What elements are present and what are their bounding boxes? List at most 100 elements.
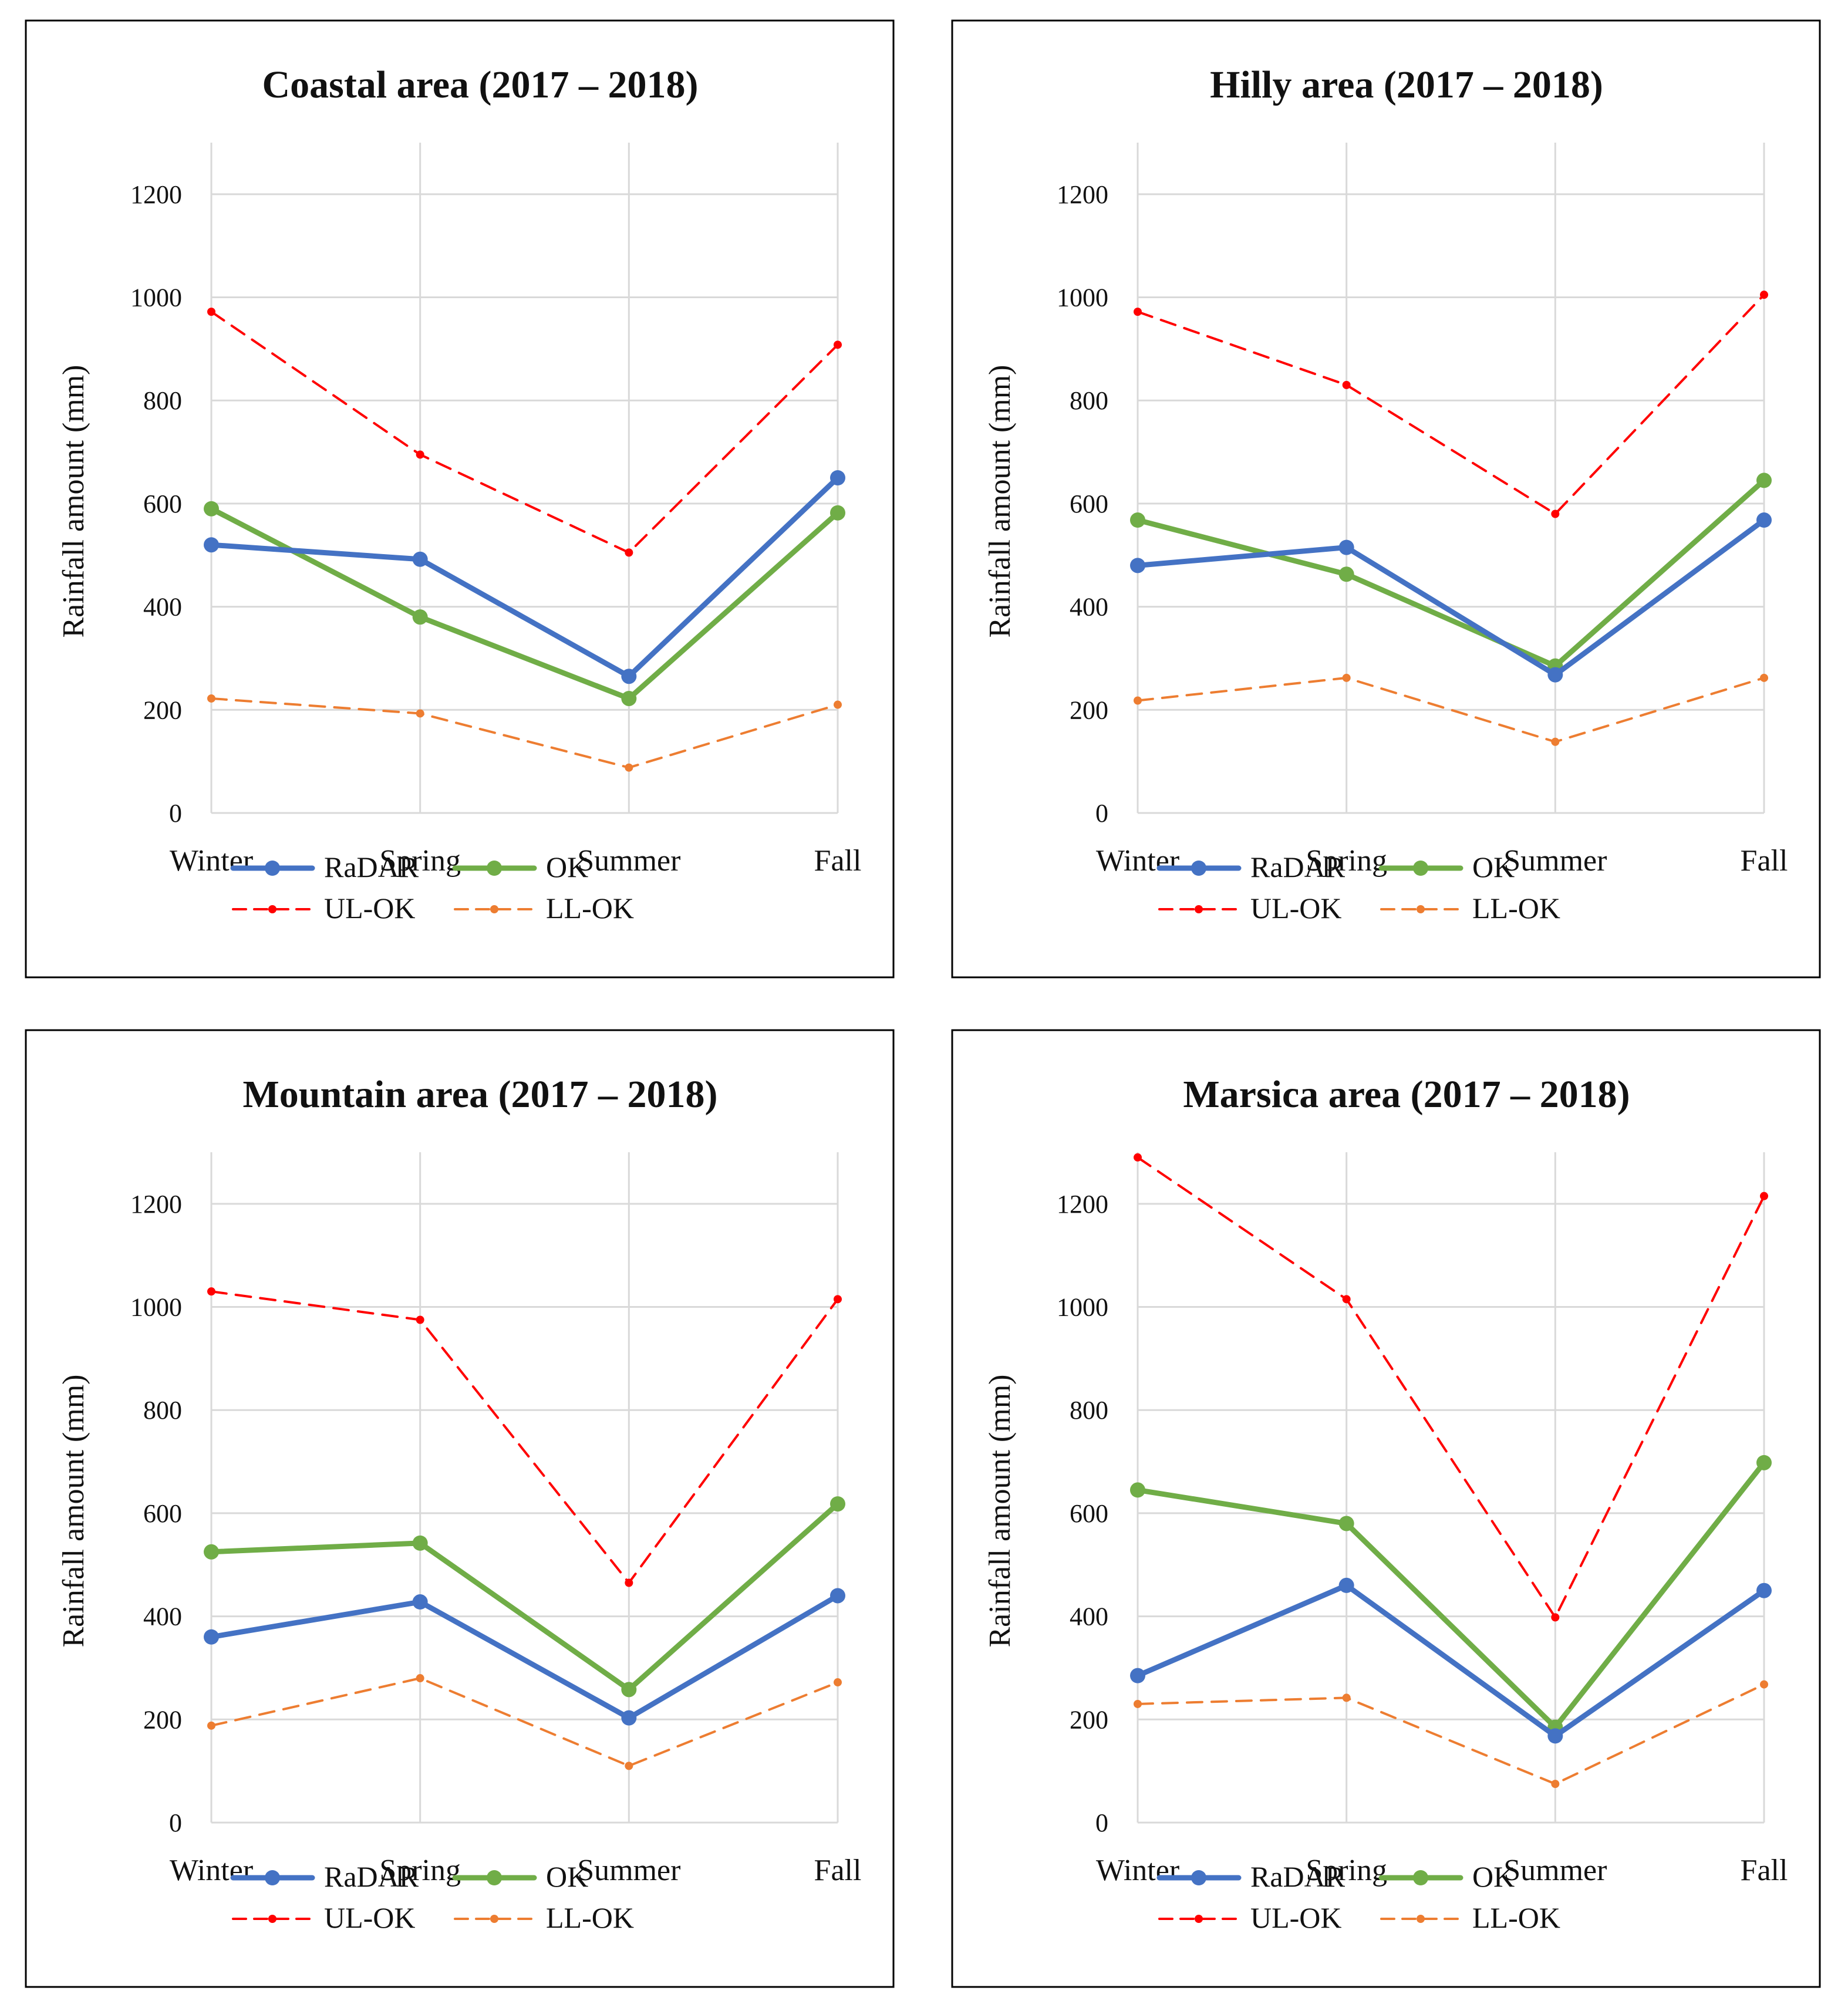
data-point-ok-spring [412, 1535, 428, 1551]
legend-label-ok: OK [1472, 1860, 1515, 1893]
legend-item-ok: OK [1378, 1860, 1515, 1893]
legend-label-ul-ok: UL-OK [1250, 1901, 1342, 1934]
data-point-radar-summer [1547, 667, 1563, 683]
data-point-radar-winter [204, 1629, 219, 1645]
chart-title: Marsica area (2017 – 2018) [1183, 1073, 1630, 1116]
data-point-ll-ok-spring [1342, 1693, 1351, 1702]
data-point-ul-ok-fall [834, 340, 842, 349]
x-tick-label-spring: Spring [379, 844, 461, 878]
legend-item-radar: RaDAR [1156, 1860, 1345, 1893]
legend-label-ul-ok: UL-OK [324, 1901, 416, 1934]
series-radar [1130, 1577, 1772, 1744]
legend-marker-ul-ok [268, 905, 276, 913]
legend-label-ll-ok: LL-OK [546, 892, 634, 924]
legend-item-ok: OK [452, 851, 588, 883]
y-axis-label: Rainfall amount (mm) [983, 365, 1017, 637]
x-tick-label-winter: Winter [170, 1854, 253, 1887]
data-point-ll-ok-summer [625, 1762, 633, 1770]
y-axis-label: Rainfall amount (mm) [57, 1374, 90, 1647]
legend-marker-ll-ok [490, 1915, 498, 1923]
series-line-radar [208, 1592, 841, 1721]
legend-label-ul-ok: UL-OK [1250, 892, 1342, 924]
series-line-ll-ok [210, 1677, 839, 1767]
legend-item-ll-ok: LL-OK [454, 1901, 634, 1934]
data-point-ok-spring [1338, 566, 1354, 582]
data-point-radar-spring [412, 1594, 428, 1610]
series-line-ul-ok [1137, 293, 1765, 515]
y-tick-label: 400 [1070, 593, 1108, 622]
series-radar [204, 470, 845, 684]
data-point-ll-ok-summer [1551, 1780, 1560, 1789]
y-tick-label: 0 [169, 799, 182, 828]
chart-marsica: Marsica area (2017 – 2018) 0 200 400 600 800 1… [951, 1029, 1821, 1988]
y-axis-label: Rainfall amount (mm) [983, 1374, 1017, 1647]
y-tick-label: 1200 [1057, 180, 1108, 209]
x-tick-label-summer: Summer [1503, 844, 1607, 878]
data-point-ul-ok-winter [1134, 308, 1142, 316]
legend-label-ul-ok: UL-OK [324, 892, 416, 924]
legend-marker-ul-ok [1195, 905, 1203, 913]
legend-item-ul-ok: UL-OK [1158, 892, 1342, 924]
data-point-ok-winter [204, 501, 219, 517]
series-line-ll-ok [1137, 676, 1765, 743]
series-radar [204, 1588, 845, 1726]
y-tick-label: 200 [143, 1705, 182, 1734]
data-point-ll-ok-winter [1134, 696, 1142, 705]
legend-label-radar: RaDAR [324, 1860, 419, 1893]
series-line-ok [208, 1501, 841, 1692]
series-line-radar [208, 475, 841, 679]
data-point-radar-winter [204, 537, 219, 553]
data-point-ul-ok-winter [207, 308, 215, 316]
data-point-ll-ok-fall [1760, 673, 1768, 682]
data-point-ok-winter [1130, 512, 1145, 528]
legend-label-radar: RaDAR [1250, 851, 1345, 883]
series-ul-ok [1134, 1153, 1768, 1622]
x-tick-label-summer: Summer [577, 844, 680, 878]
legend-marker-ok [487, 1870, 502, 1885]
y-tick-label: 0 [169, 1808, 182, 1837]
x-tick-label-fall: Fall [814, 844, 862, 878]
data-point-radar-fall [1756, 1583, 1772, 1598]
x-tick-label-fall: Fall [814, 1854, 862, 1887]
chart-hilly: Hilly area (2017 – 2018) 0 200 400 600 800 100… [951, 19, 1821, 978]
data-point-ll-ok-summer [625, 763, 633, 772]
data-point-radar-spring [1338, 539, 1354, 555]
series-line-ll-ok [210, 697, 839, 769]
x-tick-label-summer: Summer [1503, 1854, 1607, 1887]
x-tick-label-spring: Spring [379, 1854, 461, 1887]
series-ll-ok [1134, 1680, 1768, 1789]
data-point-ll-ok-spring [1342, 673, 1351, 682]
data-point-ll-ok-winter [1134, 1699, 1142, 1708]
data-point-radar-fall [1756, 512, 1772, 528]
y-tick-label: 400 [143, 1602, 182, 1631]
legend-marker-radar [265, 1870, 280, 1885]
chart-title: Hilly area (2017 – 2018) [1210, 63, 1603, 106]
x-tick-label-winter: Winter [170, 844, 253, 878]
chart-panel-mountain: Mountain area (2017 – 2018) 0 200 400 600 800… [25, 1029, 895, 1988]
data-point-ll-ok-winter [207, 1721, 215, 1730]
legend-label-radar: RaDAR [324, 851, 419, 883]
legend-item-ll-ok: LL-OK [454, 892, 634, 924]
y-tick-label: 800 [1070, 1396, 1108, 1425]
data-point-ok-fall [830, 1496, 845, 1512]
legend-marker-ll-ok [1417, 905, 1425, 913]
legend-item-ll-ok: LL-OK [1380, 1901, 1560, 1934]
legend-item-ok: OK [452, 1860, 588, 1893]
chart-frame [951, 19, 1821, 978]
y-tick-label: 400 [143, 593, 182, 622]
series-line-ok [208, 506, 841, 701]
legend-marker-ok [1413, 861, 1428, 876]
data-point-radar-spring [1338, 1577, 1354, 1593]
data-point-ok-winter [1130, 1482, 1145, 1498]
series-ll-ok [207, 694, 842, 772]
series-line-ok [1135, 477, 1767, 669]
data-point-ok-fall [1756, 473, 1772, 488]
legend-item-radar: RaDAR [230, 1860, 419, 1893]
series-line-ul-ok [210, 1290, 839, 1584]
legend-item-ul-ok: UL-OK [232, 892, 416, 924]
data-point-ul-ok-spring [1342, 1295, 1351, 1304]
data-point-ul-ok-summer [625, 548, 633, 557]
series-line-ll-ok [1137, 1683, 1765, 1786]
chart-panel-marsica: Marsica area (2017 – 2018) 0 200 400 600 800 1… [951, 1029, 1821, 1988]
y-tick-label: 200 [1070, 1705, 1108, 1734]
